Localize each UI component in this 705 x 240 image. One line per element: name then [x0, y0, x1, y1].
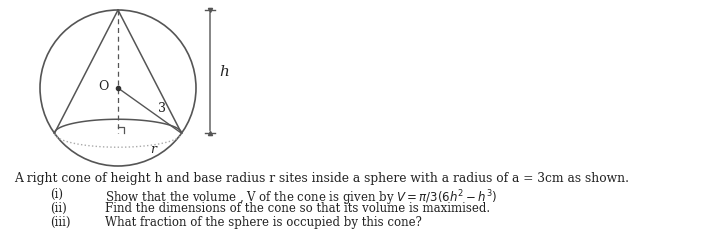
Text: (i): (i)	[50, 188, 63, 201]
Text: O: O	[99, 79, 109, 92]
Text: A right cone of height h and base radius r sites inside a sphere with a radius o: A right cone of height h and base radius…	[14, 172, 629, 185]
Text: (iii): (iii)	[50, 216, 70, 229]
Text: r: r	[150, 143, 156, 156]
Text: (ii): (ii)	[50, 202, 67, 215]
Text: h: h	[219, 65, 229, 79]
Text: Show that the volume , V of the cone is given by $V = \pi/3(6h^2 - h^3)$: Show that the volume , V of the cone is …	[105, 188, 498, 208]
Text: Find the dimensions of the cone so that its volume is maximised.: Find the dimensions of the cone so that …	[105, 202, 490, 215]
Text: 3: 3	[158, 102, 166, 115]
Text: What fraction of the sphere is occupied by this cone?: What fraction of the sphere is occupied …	[105, 216, 422, 229]
